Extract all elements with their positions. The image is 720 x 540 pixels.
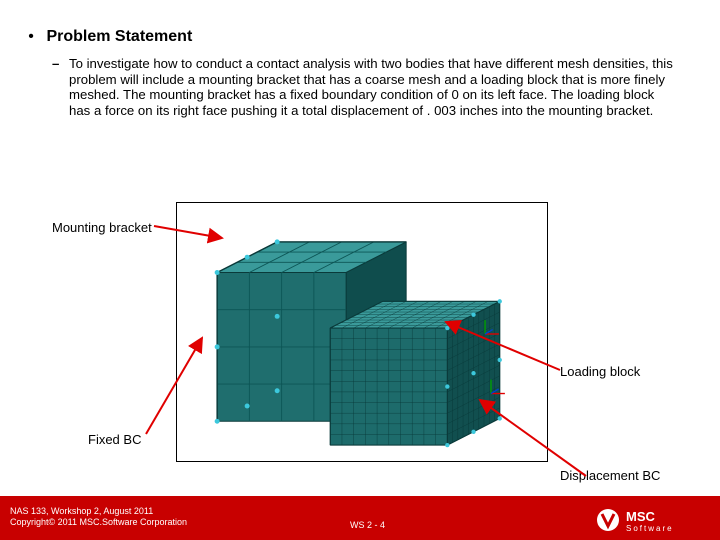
- footer: NAS 133, Workshop 2, August 2011 Copyrig…: [0, 500, 720, 540]
- label-displacement-bc: Displacement BC: [560, 468, 660, 483]
- figure-svg: [177, 203, 547, 461]
- body-paragraph: To investigate how to conduct a contact …: [69, 56, 679, 118]
- label-mounting-bracket: Mounting bracket: [52, 220, 152, 235]
- footer-line2: Copyright© 2011 MSC.Software Corporation: [10, 517, 187, 528]
- label-loading-block: Loading block: [560, 364, 640, 379]
- footer-accent: [0, 496, 720, 500]
- heading-bullet: •: [26, 28, 36, 46]
- footer-line1: NAS 133, Workshop 2, August 2011: [10, 506, 187, 517]
- footer-page: WS 2 - 4: [350, 520, 385, 530]
- logo-subtext: Software: [626, 524, 674, 533]
- heading-title: Problem Statement: [46, 28, 192, 45]
- logo-text: MSC: [626, 509, 656, 524]
- msc-logo: MSC Software: [596, 506, 706, 534]
- body-text-row: – To investigate how to conduct a contac…: [52, 56, 690, 118]
- label-fixed-bc: Fixed BC: [88, 432, 141, 447]
- slide: • Problem Statement – To investigate how…: [0, 0, 720, 540]
- body-dash: –: [52, 56, 59, 72]
- footer-text: NAS 133, Workshop 2, August 2011 Copyrig…: [10, 506, 187, 528]
- heading: • Problem Statement: [26, 28, 192, 46]
- figure-frame: [176, 202, 548, 462]
